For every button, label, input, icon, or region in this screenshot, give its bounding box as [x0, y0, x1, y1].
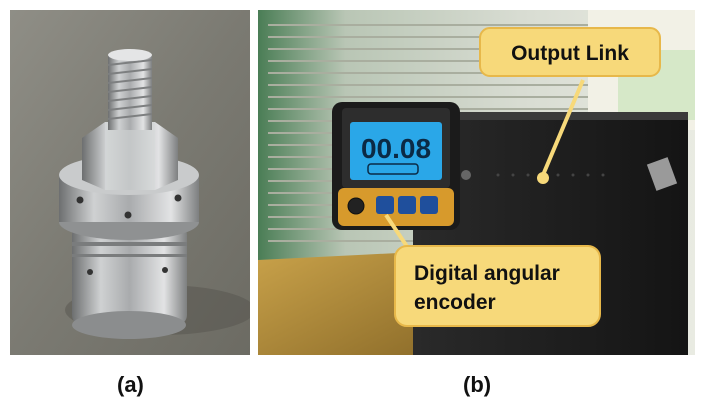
callout-output-link-label: Output Link — [511, 42, 629, 65]
output-link-marker — [537, 172, 549, 184]
output-link-leader-line — [541, 79, 585, 176]
caption-a: (a) — [117, 372, 144, 397]
metal-fitting-illustration — [10, 10, 250, 355]
encoder-button-zero — [376, 196, 394, 214]
callout-encoder-line2: encoder — [414, 291, 496, 314]
photo-encoder-setup: 00.08 Output Link Digital angular encode… — [258, 10, 695, 355]
encoder-device: 00.08 — [332, 102, 460, 230]
caption-b: (b) — [463, 372, 492, 397]
encoder-setup-illustration: 00.08 Output Link Digital angular encode… — [258, 10, 695, 355]
encoder-button-abs — [398, 196, 416, 214]
encoder-reading: 00.08 — [361, 133, 431, 164]
photo-metal-fitting — [10, 10, 250, 355]
encoder-button-hold — [420, 196, 438, 214]
callout-encoder-line1: Digital angular — [414, 262, 560, 285]
callout-encoder: Digital angular encoder — [394, 245, 601, 327]
callout-output-link: Output Link — [479, 27, 661, 77]
